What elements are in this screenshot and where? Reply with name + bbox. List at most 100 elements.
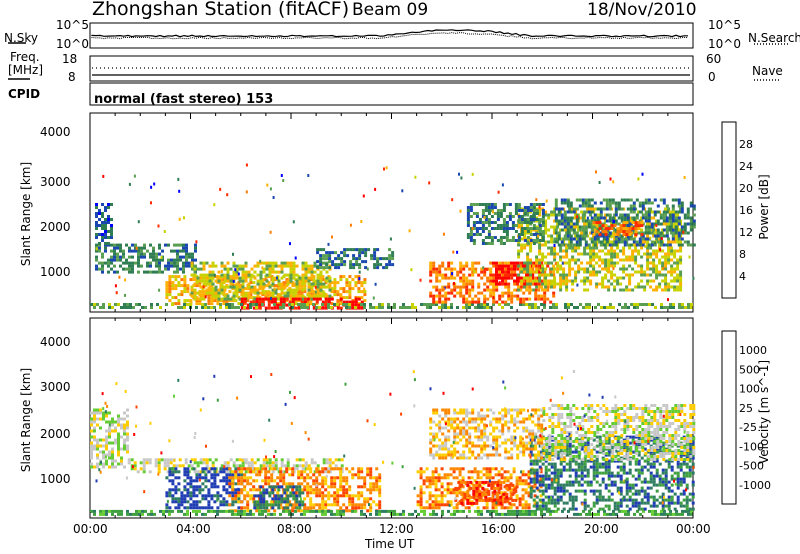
heatmap-cell xyxy=(639,303,642,306)
heatmap-cell xyxy=(520,243,524,247)
heatmap-cell xyxy=(324,506,328,510)
heatmap-cell xyxy=(312,306,316,310)
heatmap-cell xyxy=(274,497,278,501)
heatmap-cell xyxy=(481,239,485,242)
heatmap-cell xyxy=(369,512,372,516)
heatmap-cell xyxy=(605,198,609,202)
heatmap-cell xyxy=(345,494,349,498)
heatmap-cell xyxy=(267,281,271,285)
heatmap-cell xyxy=(523,206,527,209)
heatmap-cell xyxy=(322,291,326,295)
heatmap-cell xyxy=(363,482,367,486)
heatmap-cell xyxy=(277,270,281,274)
heatmap-cell xyxy=(582,306,585,309)
heatmap-cell xyxy=(507,294,511,298)
heatmap-cell xyxy=(465,282,469,286)
heatmap-cell xyxy=(544,210,548,214)
heatmap-cell xyxy=(101,212,104,215)
heatmap-cell xyxy=(279,506,283,510)
heatmap-cell xyxy=(553,249,557,253)
heatmap-cell xyxy=(105,441,108,445)
heatmap-cell xyxy=(665,243,669,247)
heatmap-cell xyxy=(604,240,608,244)
heatmap-cell xyxy=(310,273,314,277)
heatmap-cell xyxy=(240,500,244,504)
heatmap-cell xyxy=(486,288,490,292)
heatmap-cell xyxy=(689,222,693,226)
heatmap-cell xyxy=(638,204,642,208)
heatmap-cell xyxy=(188,255,191,259)
heatmap-cell xyxy=(589,213,593,217)
heatmap-cell xyxy=(259,506,263,510)
heatmap-cell xyxy=(683,224,686,228)
heatmap-cell xyxy=(387,306,390,309)
heatmap-cell xyxy=(123,429,126,433)
heatmap-cell xyxy=(496,215,500,218)
heatmap-cell xyxy=(255,479,259,483)
heatmap-cell xyxy=(190,458,194,462)
heatmap-cell xyxy=(95,203,98,206)
heatmap-cell xyxy=(580,231,584,235)
heatmap-cell xyxy=(538,205,541,209)
heatmap-cell xyxy=(402,509,405,513)
heatmap-cell xyxy=(99,426,102,430)
heatmap-cell xyxy=(345,506,349,510)
heatmap-cell xyxy=(535,270,539,274)
heatmap-cell xyxy=(301,464,305,468)
heatmap-cell xyxy=(102,453,105,457)
heatmap-cell xyxy=(333,497,337,501)
heatmap-cell xyxy=(99,438,102,442)
heatmap-cell xyxy=(581,213,585,217)
heatmap-cell xyxy=(228,306,231,309)
heatmap-cell xyxy=(541,288,545,292)
heatmap-cell xyxy=(219,306,222,309)
heatmap-cell xyxy=(177,306,180,309)
heatmap-cell xyxy=(559,282,563,286)
heatmap-cell xyxy=(574,276,578,280)
heatmap-cell xyxy=(297,470,301,474)
heatmap-cell xyxy=(300,470,304,474)
heatmap-cell xyxy=(107,243,110,247)
heatmap-cell xyxy=(363,306,366,309)
heatmap-cell xyxy=(462,273,466,277)
heatmap-cell xyxy=(210,467,214,471)
heatmap-cell xyxy=(577,270,581,274)
heatmap-cell xyxy=(336,476,340,480)
heatmap-cell xyxy=(672,303,675,306)
heatmap-cell xyxy=(354,506,358,510)
heatmap-cell xyxy=(664,288,668,292)
heatmap-cell xyxy=(492,300,496,304)
heatmap-cell xyxy=(538,285,542,289)
heatmap-cell xyxy=(336,303,339,306)
heatmap-cell xyxy=(93,447,96,451)
heatmap-cell xyxy=(135,512,138,516)
heatmap-cell xyxy=(565,246,569,250)
heatmap-cell xyxy=(256,500,260,504)
heatmap-cell xyxy=(104,246,107,250)
heatmap-cell xyxy=(668,216,672,220)
heatmap-cell xyxy=(475,230,479,233)
heatmap-cell xyxy=(644,213,648,217)
heatmap-cell xyxy=(240,512,243,516)
heatmap-cell xyxy=(318,306,321,309)
heatmap-cell xyxy=(204,485,208,489)
heatmap-cell xyxy=(477,512,480,516)
heatmap-cell xyxy=(673,225,677,229)
heatmap-cell xyxy=(370,257,374,261)
heatmap-cell xyxy=(345,296,349,300)
heatmap-cell xyxy=(388,254,392,258)
heatmap-cell xyxy=(93,444,96,448)
heatmap-cell xyxy=(360,290,364,294)
heatmap-cell xyxy=(122,255,125,259)
heatmap-cell xyxy=(310,294,314,298)
heatmap-cell xyxy=(98,233,101,236)
heatmap-cell xyxy=(147,512,150,516)
heatmap-cell xyxy=(680,225,684,229)
heatmap-cell xyxy=(158,246,161,250)
heatmap-cell xyxy=(90,450,93,454)
heatmap-cell xyxy=(472,212,476,215)
heatmap-cell xyxy=(680,237,684,241)
heatmap-cell xyxy=(596,228,600,232)
heatmap-cell xyxy=(523,209,527,212)
heatmap-cell xyxy=(207,509,210,513)
